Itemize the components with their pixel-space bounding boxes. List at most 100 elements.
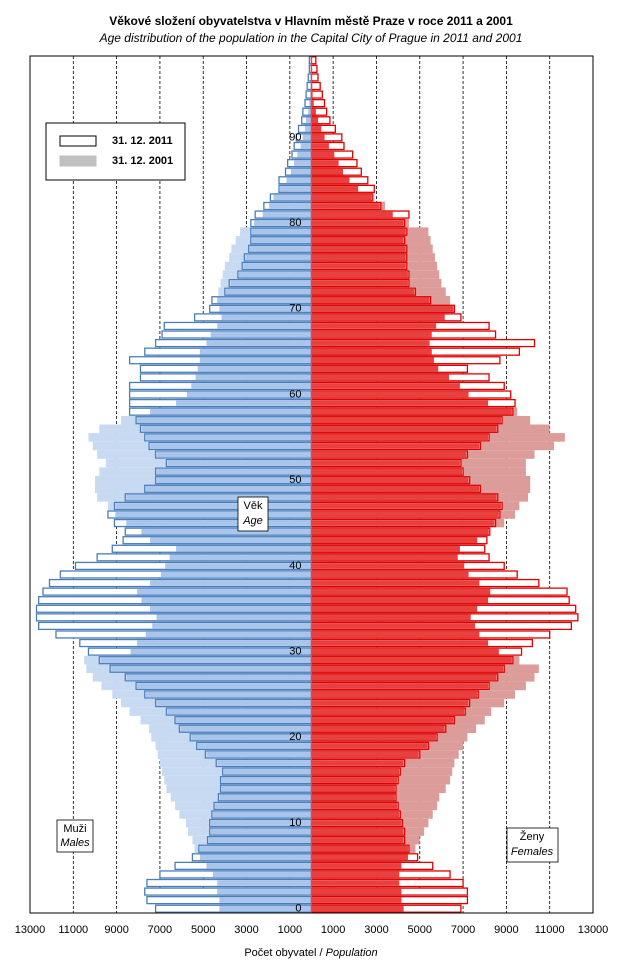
overlap-female bbox=[312, 272, 408, 278]
overlap-male bbox=[269, 203, 311, 209]
bar-female bbox=[312, 74, 318, 81]
y-tick-label: 80 bbox=[289, 217, 301, 229]
overlap-female bbox=[312, 177, 349, 183]
overlap-female bbox=[312, 752, 419, 758]
legend-swatch bbox=[60, 136, 96, 146]
overlap-female bbox=[312, 486, 479, 492]
overlap-male bbox=[206, 863, 311, 869]
x-tick-label: 5000 bbox=[191, 924, 215, 936]
overlap-female bbox=[312, 332, 432, 338]
overlap-female bbox=[312, 92, 313, 98]
overlap-female bbox=[312, 709, 464, 715]
overlap-male bbox=[157, 615, 311, 621]
overlap-male bbox=[200, 855, 311, 861]
overlap-female bbox=[312, 777, 397, 783]
overlap-male bbox=[211, 829, 311, 835]
overlap-male bbox=[250, 246, 311, 252]
overlap-male bbox=[245, 255, 311, 261]
overlap-male bbox=[141, 426, 311, 432]
overlap-female bbox=[312, 255, 406, 261]
overlap-female bbox=[312, 229, 406, 235]
overlap-male bbox=[263, 212, 311, 218]
overlap-male bbox=[196, 375, 311, 381]
overlap-male bbox=[239, 272, 311, 278]
overlap-female bbox=[312, 323, 436, 329]
overlap-female bbox=[312, 889, 401, 895]
overlap-female bbox=[312, 572, 469, 578]
y-tick-label: 60 bbox=[289, 388, 301, 400]
overlap-female bbox=[312, 537, 477, 543]
x-tick-label: 1000 bbox=[321, 924, 345, 936]
x-tick-label: 7000 bbox=[148, 924, 172, 936]
overlap-female bbox=[312, 263, 406, 269]
overlap-female bbox=[312, 906, 404, 912]
bar-female bbox=[312, 91, 323, 98]
x-tick-label: 5000 bbox=[408, 924, 432, 936]
y-tick-label: 10 bbox=[289, 817, 301, 829]
overlap-male bbox=[126, 520, 311, 526]
overlap-female bbox=[312, 649, 499, 655]
overlap-female bbox=[312, 152, 334, 158]
overlap-male bbox=[308, 109, 311, 115]
bar-female bbox=[312, 65, 317, 72]
overlap-male bbox=[219, 795, 311, 801]
overlap-male bbox=[152, 623, 311, 629]
x-tick-label: 11000 bbox=[58, 924, 88, 936]
overlap-male bbox=[243, 263, 311, 269]
overlap-female bbox=[312, 529, 488, 535]
overlap-female bbox=[312, 126, 321, 132]
overlap-female bbox=[312, 726, 445, 732]
x-axis-label-cz: Počet obyvatel / bbox=[244, 947, 323, 959]
overlap-female bbox=[312, 237, 404, 243]
y-tick-label: 0 bbox=[295, 903, 301, 915]
x-tick-label: 9000 bbox=[494, 924, 518, 936]
overlap-male bbox=[115, 503, 311, 509]
overlap-male bbox=[306, 117, 311, 123]
overlap-female bbox=[312, 246, 406, 252]
x-tick-label: 3000 bbox=[364, 924, 388, 936]
overlap-female bbox=[312, 375, 449, 381]
legend-label: 31. 12. 2011 bbox=[112, 135, 173, 147]
overlap-female bbox=[312, 683, 488, 689]
overlap-female bbox=[312, 306, 453, 312]
legend-label: 31. 12. 2001 bbox=[112, 155, 173, 167]
chart-title: Věkové složení obyvatelstva v Hlavním mě… bbox=[109, 14, 513, 28]
overlap-male bbox=[287, 177, 311, 183]
y-tick-label: 70 bbox=[289, 303, 301, 315]
overlap-male bbox=[146, 486, 311, 492]
overlap-female bbox=[312, 640, 488, 646]
overlap-male bbox=[141, 597, 311, 603]
overlap-female bbox=[312, 315, 445, 321]
bar-female bbox=[312, 57, 316, 64]
x-axis-label: Počet obyvatel / Population bbox=[244, 947, 377, 959]
x-tick-label: 13000 bbox=[15, 924, 46, 936]
y-tick-label: 50 bbox=[289, 474, 301, 486]
overlap-female bbox=[312, 169, 343, 175]
x-axis-label-en: Population bbox=[326, 947, 378, 959]
overlap-female bbox=[312, 195, 371, 201]
overlap-male bbox=[305, 126, 311, 132]
overlap-female bbox=[312, 589, 490, 595]
overlap-male bbox=[209, 837, 311, 843]
overlap-female bbox=[312, 795, 395, 801]
overlap-female bbox=[312, 615, 471, 621]
overlap-male bbox=[217, 323, 311, 329]
overlap-female bbox=[312, 452, 466, 458]
overlap-female bbox=[312, 409, 512, 415]
overlap-male bbox=[280, 186, 311, 192]
overlap-female bbox=[312, 829, 404, 835]
overlap-male bbox=[217, 760, 311, 766]
overlap-male bbox=[150, 537, 311, 543]
overlap-female bbox=[312, 443, 479, 449]
overlap-male bbox=[126, 495, 311, 501]
overlap-female bbox=[312, 280, 408, 286]
overlap-male bbox=[137, 417, 311, 423]
overlap-female bbox=[312, 717, 453, 723]
overlap-male bbox=[226, 289, 311, 295]
overlap-male bbox=[206, 752, 311, 758]
overlap-female bbox=[312, 812, 399, 818]
chart-subtitle: Age distribution of the population in th… bbox=[99, 31, 523, 45]
overlap-female bbox=[312, 186, 358, 192]
overlap-male bbox=[198, 366, 311, 372]
overlap-female bbox=[312, 597, 488, 603]
